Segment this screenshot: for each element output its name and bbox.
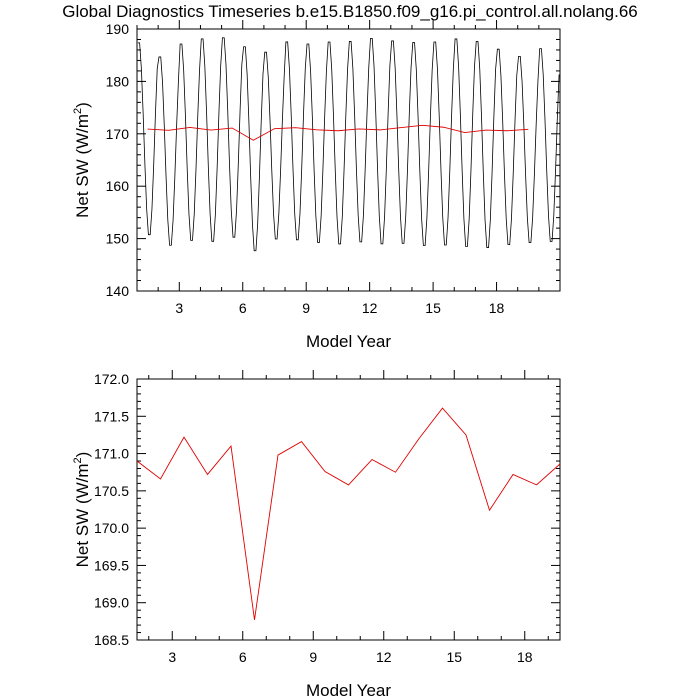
x-tick-label: 6: [239, 300, 247, 316]
x-tick-label: 3: [175, 300, 183, 316]
y-tick-label: 171.5: [94, 408, 129, 424]
y-axis-title-text: Net SW (W/m: [73, 114, 92, 218]
annual-mean-series-line: [137, 407, 560, 620]
bottom-panel: 3 6 9 12 15 18 168.5 169.0 169.5 170.0 170.5 171.0 1…: [72, 370, 561, 700]
top-panel: 3 6 9 12 15 18 140 150 160 170 180 190 Model Year Net…: [72, 20, 561, 351]
y-tick-label: 180: [106, 73, 130, 89]
y-tick-label: 150: [106, 231, 130, 247]
y-tick-label: 170: [106, 126, 130, 142]
y-axis-title-text: Net SW (W/m: [73, 463, 92, 567]
x-tick-label: 18: [517, 649, 533, 665]
y-tick-label: 171.0: [94, 446, 129, 462]
x-tick-label: 9: [309, 649, 317, 665]
x-tick-label: 3: [168, 649, 176, 665]
y-tick-label: 160: [106, 178, 130, 194]
y-tick-label: 170.5: [94, 483, 129, 499]
y-tick-label: 190: [106, 21, 130, 37]
y-axis-title-superscript: 2: [72, 457, 84, 463]
plot-frame: [136, 378, 561, 641]
y-tick-label: 170.0: [94, 520, 129, 536]
y-axis-title-superscript: 2: [72, 108, 84, 114]
x-tick-label: 9: [302, 300, 310, 316]
y-tick-label: 168.5: [94, 632, 129, 648]
x-tick-label: 15: [446, 649, 462, 665]
figure-title: Global Diagnostics Timeseries b.e15.B185…: [62, 2, 638, 21]
y-axis-title-close: ): [73, 452, 92, 458]
x-tick-label: 12: [362, 300, 378, 316]
y-axis-title: Net SW (W/m2): [72, 102, 92, 218]
y-tick-label: 169.5: [94, 557, 129, 573]
x-tick-label: 15: [425, 300, 441, 316]
x-tick-label: 12: [376, 649, 392, 665]
plot-frame: [136, 28, 561, 292]
y-axis-title-close: ): [73, 102, 92, 108]
monthly-series-line: [137, 37, 560, 252]
x-tick-label: 18: [489, 300, 505, 316]
y-tick-label: 169.0: [94, 595, 129, 611]
x-axis-title: Model Year: [306, 681, 391, 700]
x-tick-label: 6: [239, 649, 247, 665]
annual-mean-series-line: [147, 124, 529, 141]
x-axis-title: Model Year: [306, 332, 391, 351]
y-axis-title: Net SW (W/m2): [72, 452, 92, 568]
y-tick-label: 140: [106, 283, 130, 299]
y-tick-label: 172.0: [94, 371, 129, 387]
